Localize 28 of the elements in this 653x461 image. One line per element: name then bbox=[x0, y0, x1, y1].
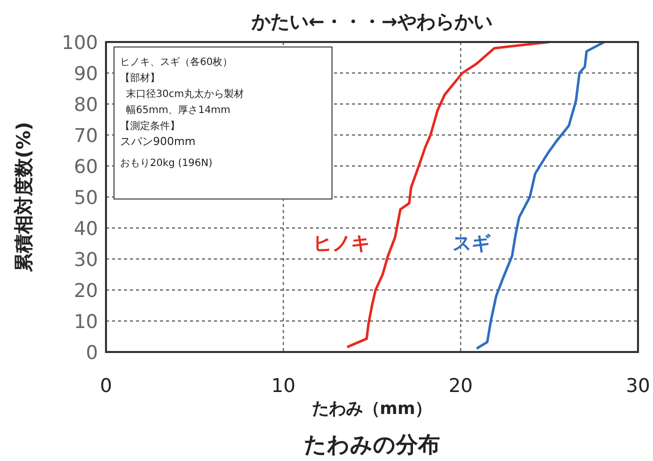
annotation: おもり20kg (196N) bbox=[120, 158, 213, 169]
y-tick-label: 20 bbox=[74, 280, 98, 302]
annotation: 【測定条件】 bbox=[120, 120, 180, 132]
x-axis-title: たわみ（mm） bbox=[312, 399, 432, 419]
x-tick-label: 20 bbox=[448, 375, 473, 397]
x-tick-label: 10 bbox=[271, 375, 296, 397]
annotation: 幅65mm、厚さ14mm bbox=[126, 104, 230, 116]
annotation: 【部材】 bbox=[120, 72, 160, 84]
y-tick-label: 60 bbox=[74, 156, 98, 178]
y-tick-label: 30 bbox=[74, 249, 98, 271]
y-tick-label: 10 bbox=[74, 311, 98, 333]
chart-title: かたい←・・・→やわらかい bbox=[250, 11, 492, 33]
x-tick-label: 30 bbox=[626, 375, 650, 397]
series-label: スギ bbox=[452, 232, 492, 255]
annotation: 末口径30cm丸太から製材 bbox=[126, 88, 244, 100]
y-axis-title: 累積相対度数(%) bbox=[13, 122, 35, 274]
y-tick-label: 80 bbox=[74, 94, 98, 116]
y-tick-label: 100 bbox=[62, 32, 98, 54]
y-tick-label: 50 bbox=[74, 187, 98, 209]
y-tick-label: 90 bbox=[74, 63, 98, 85]
text: たわみの分布 bbox=[304, 433, 440, 458]
y-tick-label: 0 bbox=[86, 342, 98, 364]
y-tick-label: 40 bbox=[74, 218, 98, 240]
y-tick-label: 70 bbox=[74, 125, 98, 147]
annotation: ヒノキ、スギ（各60枚） bbox=[120, 56, 233, 68]
x-tick-label: 0 bbox=[100, 375, 112, 397]
series-label: ヒノキ bbox=[313, 232, 370, 255]
annotation: スパン900mm bbox=[120, 135, 196, 148]
